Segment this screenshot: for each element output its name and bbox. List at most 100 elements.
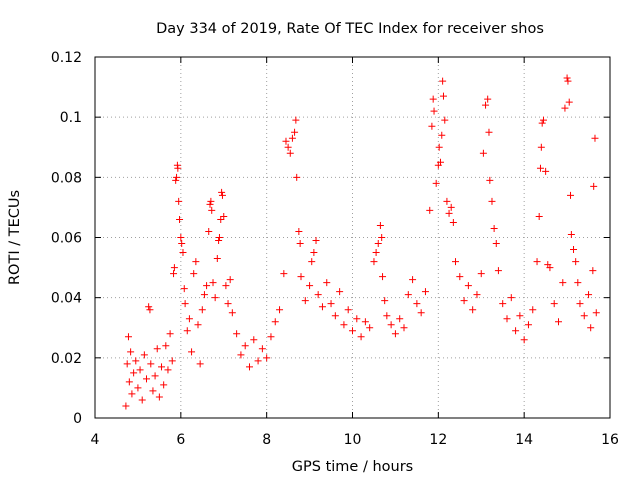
data-point — [331, 312, 339, 320]
data-point — [516, 312, 524, 320]
data-point — [209, 279, 217, 287]
data-point — [312, 237, 320, 245]
data-point — [140, 351, 148, 359]
data-point — [479, 149, 487, 157]
data-point — [246, 363, 253, 371]
data-point — [591, 134, 599, 142]
y-tick-label: 0.08 — [51, 170, 82, 186]
data-point — [145, 303, 153, 311]
data-point — [576, 300, 584, 308]
data-point — [284, 143, 292, 151]
data-point — [296, 240, 304, 248]
data-point — [550, 300, 558, 308]
data-point — [379, 273, 387, 281]
data-point — [542, 167, 550, 175]
data-point — [567, 191, 575, 199]
data-point — [421, 288, 429, 296]
data-point — [564, 77, 572, 85]
data-point — [486, 176, 494, 184]
data-point — [357, 333, 365, 341]
data-point — [537, 143, 545, 151]
data-point — [396, 315, 404, 323]
data-point — [134, 384, 142, 392]
data-point — [127, 348, 135, 356]
data-point — [213, 255, 221, 263]
data-point — [535, 212, 543, 220]
data-point — [383, 312, 391, 320]
data-point — [536, 164, 544, 172]
data-point — [132, 357, 140, 365]
data-point — [267, 333, 275, 341]
data-point — [507, 294, 515, 302]
data-point — [190, 270, 198, 278]
data-point — [170, 270, 178, 278]
x-tick-label: 12 — [429, 432, 447, 448]
data-point — [295, 227, 303, 235]
data-point — [185, 315, 193, 323]
data-point — [441, 116, 449, 124]
data-point — [180, 285, 188, 293]
y-tick-label: 0.06 — [51, 231, 82, 247]
data-point — [484, 95, 492, 103]
data-point — [559, 279, 567, 287]
data-point — [241, 342, 249, 350]
data-point — [254, 357, 262, 365]
data-point — [353, 315, 361, 323]
data-point — [258, 345, 266, 353]
data-point — [162, 342, 170, 350]
data-point — [250, 336, 258, 344]
data-point — [413, 300, 421, 308]
data-point — [585, 291, 593, 299]
data-point — [445, 209, 453, 217]
data-point — [136, 366, 144, 374]
data-point — [589, 267, 597, 275]
data-point — [439, 77, 447, 85]
data-point — [592, 309, 600, 317]
data-point — [426, 206, 434, 214]
data-point — [428, 122, 436, 130]
data-point — [292, 116, 300, 124]
data-point — [155, 393, 163, 401]
data-point — [344, 306, 352, 314]
data-point — [276, 306, 284, 314]
data-point — [198, 306, 206, 314]
data-point — [482, 101, 490, 109]
data-point — [175, 197, 183, 205]
data-point — [170, 264, 178, 272]
data-point — [485, 128, 493, 136]
data-point — [196, 360, 204, 368]
data-point — [464, 282, 472, 290]
data-point — [477, 270, 485, 278]
data-point — [297, 273, 305, 281]
data-point — [590, 182, 598, 190]
data-point — [149, 387, 157, 395]
data-point — [520, 336, 528, 344]
data-point — [349, 327, 356, 335]
y-tick-label: 0.12 — [51, 50, 82, 66]
y-axis-label: ROTI / TECUs — [7, 190, 23, 285]
data-point — [370, 258, 378, 266]
data-point — [376, 221, 384, 229]
data-point — [563, 74, 571, 82]
data-point — [533, 258, 541, 266]
x-tick-label: 14 — [515, 432, 533, 448]
data-point — [494, 267, 502, 275]
data-point — [524, 321, 532, 329]
data-point — [565, 98, 573, 106]
x-tick-label: 16 — [601, 432, 619, 448]
data-point — [404, 291, 412, 299]
data-point — [174, 164, 182, 172]
data-point — [567, 230, 575, 238]
data-point — [314, 291, 322, 299]
data-point — [291, 128, 299, 136]
data-point — [228, 309, 236, 317]
data-point — [366, 324, 374, 332]
data-point — [443, 197, 451, 205]
data-point — [179, 249, 187, 257]
data-point — [188, 348, 196, 356]
data-point — [372, 249, 380, 257]
data-point — [301, 297, 309, 305]
data-point — [173, 173, 181, 181]
data-point — [432, 179, 440, 187]
